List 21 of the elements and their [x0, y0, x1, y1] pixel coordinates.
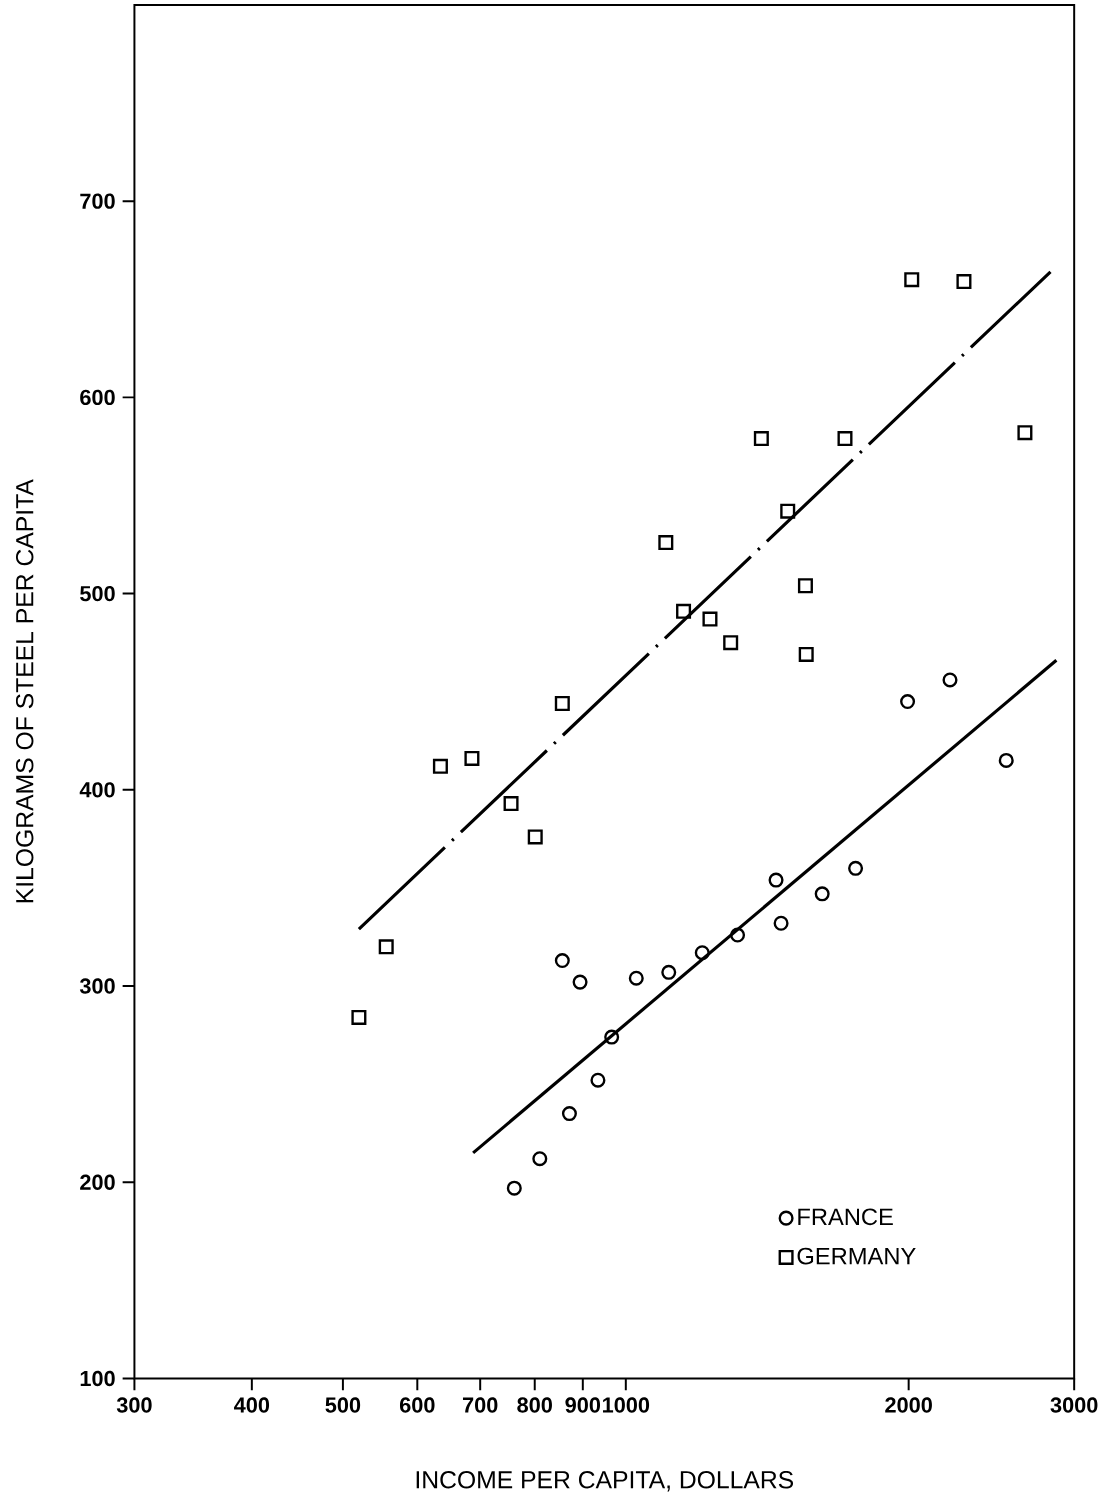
y-tick-label: 200	[80, 1174, 115, 1190]
x-tick-label: 300	[116, 1397, 152, 1413]
x-tick-label: 700	[463, 1397, 498, 1413]
y-axis-title: KILOGRAMS OF STEEL PER CAPITA	[16, 479, 34, 903]
y-tick-label: 600	[80, 389, 115, 406]
x-tick-label: 2000	[885, 1397, 933, 1413]
y-tick-label: 700	[80, 193, 115, 209]
x-tick-label: 400	[234, 1397, 270, 1413]
x-tick-label: 1000	[603, 1397, 650, 1413]
x-tick-label: 600	[400, 1397, 435, 1413]
legend-label: GERMANY	[797, 1247, 916, 1265]
x-tick-label: 900	[565, 1397, 601, 1413]
y-tick-label: 500	[80, 585, 115, 602]
x-axis-title: INCOME PER CAPITA, DOLLARS	[416, 1471, 794, 1492]
x-tick-label: 3000	[1050, 1397, 1098, 1413]
y-tick-label: 300	[80, 978, 115, 994]
y-tick-label: 400	[79, 782, 115, 798]
x-tick-label: 500	[325, 1397, 361, 1413]
x-tick-label: 800	[517, 1397, 553, 1413]
y-tick-label: 100	[80, 1370, 115, 1387]
legend-label: FRANCE	[798, 1208, 893, 1226]
